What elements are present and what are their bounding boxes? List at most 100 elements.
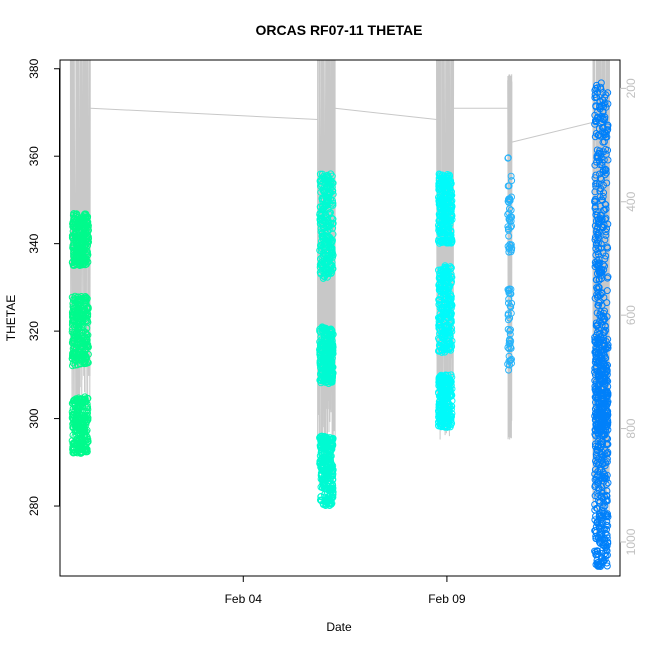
- data-point: [601, 236, 609, 244]
- data-point: [593, 114, 601, 122]
- data-point: [69, 431, 77, 439]
- data-point: [68, 355, 76, 363]
- data-point: [440, 308, 448, 315]
- y2-tick-label: 600: [624, 305, 638, 325]
- data-point: [447, 318, 455, 326]
- data-point: [505, 209, 513, 217]
- data-point: [327, 458, 335, 466]
- data-point: [327, 325, 335, 333]
- data-point: [592, 349, 599, 357]
- data-point: [81, 398, 89, 406]
- data-point: [504, 223, 512, 231]
- data-point: [329, 462, 337, 470]
- data-point: [435, 318, 443, 325]
- data-point: [74, 332, 82, 340]
- data-point: [317, 435, 325, 443]
- data-point: [435, 374, 443, 381]
- data-point: [604, 435, 612, 443]
- data-point: [504, 344, 512, 351]
- data-point: [593, 559, 601, 567]
- data-point: [440, 399, 448, 407]
- data-point: [595, 149, 603, 157]
- data-point: [69, 241, 77, 249]
- data-point: [594, 438, 602, 445]
- data-point: [73, 313, 81, 321]
- data-point: [603, 450, 611, 458]
- data-point: [328, 269, 335, 276]
- data-point: [435, 170, 443, 178]
- data-point: [595, 486, 603, 493]
- data-point: [444, 409, 452, 417]
- data-point: [322, 335, 330, 343]
- data-point: [596, 497, 604, 505]
- data-point: [323, 201, 331, 209]
- data-point: [317, 212, 325, 220]
- data-point: [442, 188, 450, 196]
- data-point: [507, 343, 514, 351]
- data-point: [329, 472, 337, 480]
- data-point: [445, 345, 453, 353]
- data-point: [69, 221, 77, 229]
- data-point: [68, 232, 76, 240]
- data-point: [435, 226, 443, 234]
- data-point: [601, 462, 609, 470]
- data-point: [447, 417, 455, 425]
- data-point: [325, 222, 333, 230]
- data-point: [603, 388, 611, 396]
- data-point: [83, 229, 90, 237]
- y2-tick-label: 200: [624, 78, 638, 98]
- y-tick-label: 280: [27, 496, 41, 516]
- data-point: [439, 408, 447, 416]
- data-point: [594, 132, 602, 140]
- data-point: [317, 447, 325, 455]
- data-point: [446, 385, 454, 393]
- data-point: [435, 266, 442, 274]
- data-point: [328, 484, 335, 492]
- data-point: [438, 237, 446, 245]
- data-point: [597, 174, 604, 182]
- data-point: [595, 523, 603, 531]
- pressure-connector: [90, 107, 318, 121]
- data-point: [603, 562, 611, 570]
- data-point: [74, 302, 82, 310]
- data-point: [602, 169, 610, 177]
- data-point: [77, 324, 85, 331]
- data-point: [602, 475, 610, 483]
- data-point: [437, 229, 445, 237]
- data-point: [321, 369, 329, 377]
- data-point: [596, 161, 604, 169]
- data-point: [592, 394, 600, 402]
- data-point: [604, 121, 612, 129]
- x-tick-label: Feb 04: [225, 592, 263, 606]
- data-point: [602, 540, 609, 548]
- data-point: [593, 446, 601, 454]
- data-point: [323, 234, 331, 242]
- data-point: [604, 146, 612, 154]
- data-point: [601, 323, 609, 331]
- data-point: [327, 250, 335, 258]
- data-point: [591, 430, 599, 438]
- data-point: [83, 331, 91, 339]
- data-point: [444, 229, 452, 236]
- data-point: [591, 476, 599, 484]
- data-point: [72, 395, 80, 403]
- data-point: [76, 360, 84, 368]
- data-point: [70, 250, 78, 258]
- data-point: [506, 327, 514, 335]
- data-point: [438, 198, 446, 206]
- data-point: [592, 241, 600, 249]
- data-point: [603, 542, 611, 550]
- data-point: [74, 214, 82, 222]
- data-point: [326, 180, 334, 188]
- series-RF07: [68, 210, 92, 457]
- data-point: [68, 414, 76, 422]
- data-point: [76, 296, 84, 304]
- data-point: [438, 221, 446, 229]
- plot-frame: [59, 59, 621, 577]
- data-point: [592, 364, 600, 372]
- data-point: [447, 310, 455, 318]
- data-point: [81, 432, 89, 440]
- data-point: [504, 316, 512, 324]
- data-point: [597, 400, 605, 408]
- data-point: [600, 294, 608, 301]
